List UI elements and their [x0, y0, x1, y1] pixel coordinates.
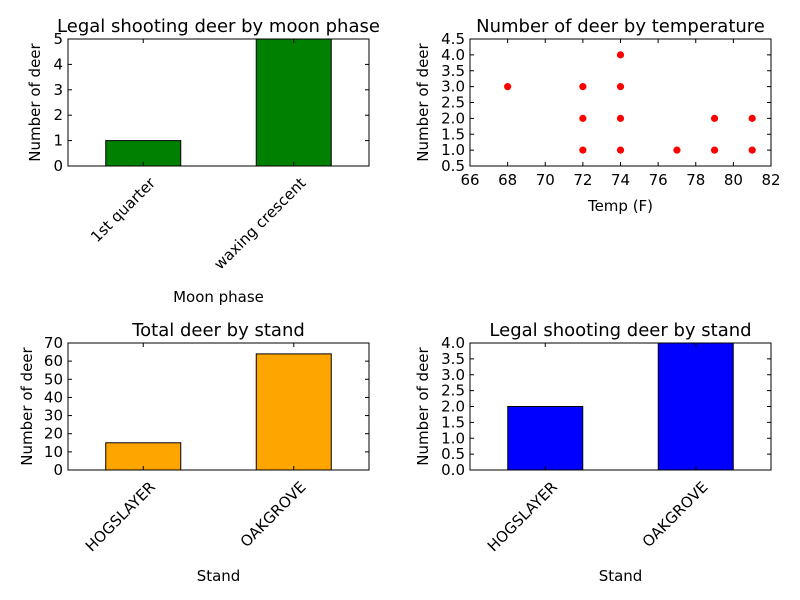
scatter-point-9: [673, 146, 681, 154]
scatter-point-3: [579, 114, 587, 122]
y-tick-label: 0.0: [441, 461, 465, 479]
y-axis-label: Number of deer: [414, 346, 432, 465]
bar-hogslayer: [105, 442, 182, 471]
y-tick-label: 5: [53, 30, 63, 48]
plot-frame: [469, 38, 772, 167]
y-tick-label: 3.0: [441, 78, 465, 96]
y-tick-label: 0: [53, 461, 63, 479]
y-tick-label: 40: [44, 388, 63, 406]
y-tick-label: 1.5: [441, 413, 465, 431]
scatter-point-8: [616, 51, 625, 59]
plot-frame: [469, 342, 772, 471]
chart-title: Legal shooting deer by moon phase: [57, 16, 380, 37]
scatter-point-1: [504, 83, 512, 91]
x-tick-label: 70: [536, 171, 555, 189]
chart-panel-2: 66 68 70 72 74 76 78 80 820.51.01.52.02.53.03.54…: [414, 16, 781, 215]
x-axis-label: Temp (F): [587, 197, 653, 215]
bar-oakgrove: [255, 353, 332, 471]
y-tick-label: 2.5: [441, 382, 465, 400]
bar-hogslayer: [507, 406, 584, 471]
scatter-point-7: [616, 83, 625, 91]
x-tick-label: 1st quarter: [87, 173, 159, 245]
y-tick-label: 2.0: [441, 398, 465, 416]
x-axis-label: Moon phase: [173, 288, 264, 306]
y-tick-label: 60: [44, 352, 63, 370]
x-tick-label: 74: [611, 171, 630, 189]
x-tick-label: 68: [498, 171, 517, 189]
y-tick-label: 50: [44, 370, 63, 388]
y-tick-label: 2: [53, 106, 63, 124]
x-tick-label: 78: [686, 171, 705, 189]
plot-frame: [67, 38, 370, 167]
x-tick-label: 72: [573, 171, 592, 189]
x-tick-label: 82: [761, 171, 780, 189]
bar-1st-quarter: [105, 140, 182, 167]
scatter-point-11: [710, 114, 719, 122]
y-tick-label: 70: [44, 334, 63, 352]
y-axis-label: Number of deer: [18, 346, 36, 465]
scatter-point-4: [579, 83, 587, 91]
y-tick-label: 20: [44, 425, 63, 443]
chart-title: Number of deer by temperature: [476, 16, 765, 37]
y-tick-label: 3.0: [441, 366, 465, 384]
x-tick-label: OAKGROVE: [237, 478, 310, 551]
y-tick-label: 4.5: [441, 30, 465, 48]
y-tick-label: 0: [53, 157, 63, 175]
y-axis-label: Number of deer: [414, 42, 432, 161]
x-tick-label: 80: [724, 171, 743, 189]
scatter-point-2: [579, 146, 587, 154]
x-tick-label: 76: [649, 171, 668, 189]
chart-title: Total deer by stand: [131, 320, 305, 341]
scatter-point-13: [748, 114, 756, 122]
x-tick-label: waxing crescent: [210, 174, 309, 273]
y-tick-label: 3: [53, 81, 63, 99]
bar-oakgrove: [657, 342, 734, 471]
y-tick-label: 0.5: [441, 157, 465, 175]
scatter-point-12: [748, 146, 756, 154]
x-axis-label: Stand: [197, 567, 241, 585]
y-tick-label: 4.0: [441, 46, 465, 64]
y-tick-label: 2.5: [441, 94, 465, 112]
plot-frame: [67, 342, 370, 471]
scatter-point-10: [710, 146, 719, 154]
scatter-point-5: [616, 146, 625, 154]
chart-title: Legal shooting deer by stand: [489, 320, 751, 341]
scatter-point-6: [616, 114, 625, 122]
bar-waxing-crescent: [255, 38, 332, 167]
y-tick-label: 10: [44, 443, 63, 461]
x-tick-label: HOGSLAYER: [484, 478, 561, 555]
x-axis-label: Stand: [599, 567, 643, 585]
chart-panel-4: HOGSLAYER OAKGROVE 0.00.51.01.52.02.53.03.…: [414, 320, 772, 585]
y-tick-label: 1.5: [441, 125, 465, 143]
y-tick-label: 2.0: [441, 109, 465, 127]
y-tick-label: 1.0: [441, 429, 465, 447]
y-tick-label: 0.5: [441, 445, 465, 463]
y-axis-label: Number of deer: [26, 42, 44, 161]
y-tick-label: 1.0: [441, 141, 465, 159]
x-tick-label: 66: [460, 171, 479, 189]
y-tick-label: 3.5: [441, 62, 465, 80]
plot-area: [470, 39, 771, 166]
x-tick-label: HOGSLAYER: [82, 478, 159, 555]
y-tick-label: 4: [53, 55, 63, 73]
y-tick-label: 4.0: [441, 334, 465, 352]
y-tick-label: 30: [44, 407, 63, 425]
y-tick-label: 3.5: [441, 350, 465, 368]
x-tick-label: OAKGROVE: [639, 478, 712, 551]
y-tick-label: 1: [53, 132, 63, 150]
